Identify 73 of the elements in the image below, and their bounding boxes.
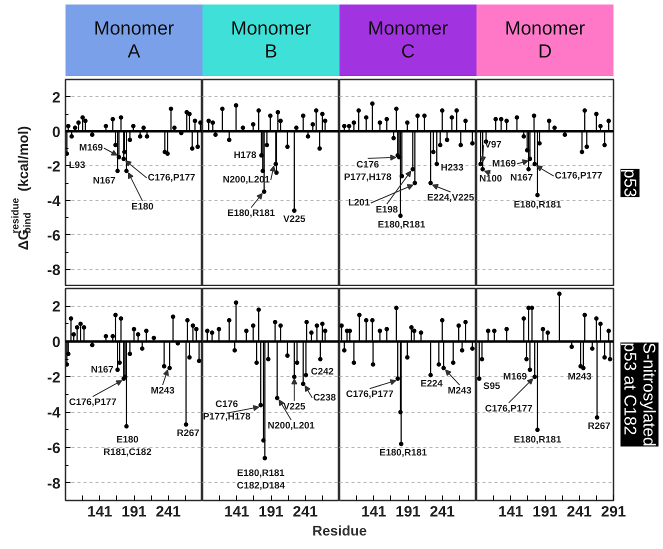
- x-tick-label: 141: [87, 504, 112, 520]
- annotation: E180,R181: [378, 219, 426, 230]
- annotation: L93: [68, 160, 86, 172]
- annotation: N200,L201: [268, 420, 316, 432]
- annotation: M243: [568, 372, 592, 383]
- y-tick-label: -2: [47, 158, 61, 176]
- annotation: M243: [448, 386, 472, 396]
- y-tick-label: -4: [47, 192, 62, 210]
- x-tick-label: 191: [258, 504, 284, 520]
- y-tick-label: -6: [47, 440, 61, 457]
- annotation: E180,R181: [514, 434, 562, 446]
- annotation: H178: [234, 150, 256, 161]
- annotation: S95: [483, 381, 501, 392]
- annotation: E180,R181: [227, 208, 276, 220]
- x-tick-label: 241: [566, 504, 592, 520]
- annotation: E180,R181: [514, 200, 562, 211]
- x-axis-title: Residue: [312, 522, 367, 538]
- annotation: N167: [90, 364, 114, 376]
- annotation: C176 P177,H178: [202, 399, 251, 423]
- annotation: C176,P177: [346, 389, 394, 400]
- x-tick-label: 141: [498, 504, 524, 520]
- annotation: E180 R181,C182: [103, 434, 152, 458]
- x-tick-label: 241: [292, 504, 318, 520]
- annotation: E180,R181: [379, 447, 428, 458]
- y-tick-label: -8: [47, 475, 61, 492]
- annotation: M243: [150, 386, 175, 396]
- x-tick-label: 241: [156, 504, 181, 520]
- annotation: N100: [479, 174, 502, 185]
- y-tick-label: 0: [52, 124, 60, 141]
- x-tick-label: 191: [532, 504, 558, 520]
- annotation: E224: [420, 378, 444, 390]
- annotation: H233: [440, 162, 464, 174]
- y-tick-label: -6: [47, 227, 61, 244]
- x-tick-label: 141: [224, 504, 250, 520]
- annotation: E180: [131, 201, 154, 212]
- y-tick-label: 2: [52, 89, 60, 106]
- annotation: M169: [79, 142, 103, 154]
- text: S-nitrosylated p53 at C182: [620, 342, 658, 446]
- annotation: L201: [348, 198, 371, 208]
- x-tick-label: 191: [121, 504, 147, 520]
- y-tick-label: 2: [52, 298, 60, 316]
- annotation: E180,R181 C182,D184: [236, 468, 286, 492]
- annotation: C176,P177: [484, 403, 533, 414]
- x-tick-label: 291: [600, 504, 626, 520]
- annotation: V225: [283, 214, 306, 226]
- annotation: N167: [92, 175, 116, 186]
- x-tick-label: 241: [430, 504, 455, 520]
- category-label: Monomer A: [94, 18, 175, 63]
- x-tick-label: 191: [395, 504, 421, 520]
- annotation: M169: [503, 371, 527, 382]
- y-tick-label: -2: [47, 369, 61, 386]
- y-tick-label: 0: [52, 334, 60, 351]
- category-label: Monomer B: [230, 18, 312, 63]
- text: p53: [620, 168, 640, 198]
- y-tick-label: -8: [47, 262, 61, 279]
- annotation: E198: [376, 204, 398, 216]
- annotation: M169: [492, 158, 516, 170]
- x-tick-label: 141: [361, 504, 386, 520]
- annotation: R267: [176, 428, 200, 440]
- annotation: C242: [310, 366, 334, 378]
- category-label: Monomer C: [368, 18, 449, 63]
- annotation: C238: [313, 392, 336, 404]
- y-tick-label: -4: [47, 404, 62, 422]
- category-label: Monomer D: [504, 18, 586, 63]
- annotation: V97: [484, 140, 502, 151]
- annotation: R267: [588, 420, 610, 432]
- annotation: E224,V225: [427, 192, 475, 204]
- annotation: C176 P177,H178: [344, 159, 392, 184]
- annotation: C176,P177: [68, 397, 117, 408]
- annotation: V225: [283, 401, 306, 412]
- annotation: C176,P177: [148, 172, 196, 184]
- annotation: C176,P177: [554, 170, 602, 182]
- annotation: N167: [510, 172, 533, 184]
